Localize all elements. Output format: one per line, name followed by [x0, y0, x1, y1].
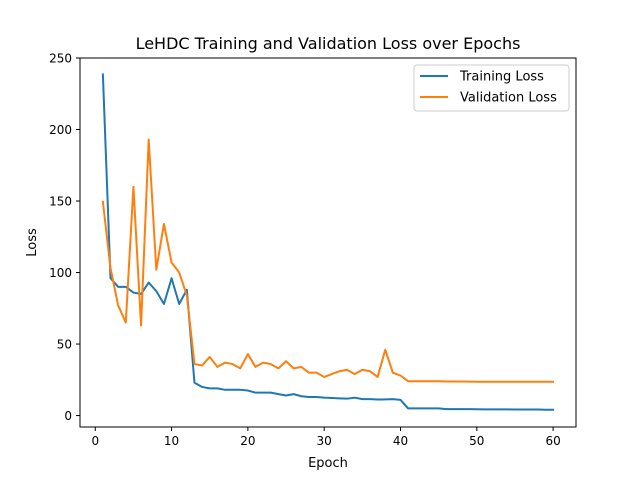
- plot-frame: [79, 57, 577, 428]
- y-axis-label: Loss: [25, 228, 40, 257]
- series-line-validation-loss: [101, 138, 555, 383]
- x-tick-label: 30: [317, 434, 332, 448]
- x-tick-label: 40: [393, 434, 408, 448]
- legend-label-training-loss: Training Loss: [459, 70, 544, 85]
- x-tick-label: 60: [545, 434, 560, 448]
- y-tick-label: 150: [49, 195, 72, 209]
- y-tick-label: 250: [49, 52, 72, 66]
- series-layer: [101, 73, 555, 411]
- x-tick-label: 10: [164, 434, 179, 448]
- y-tick-label: 50: [57, 338, 72, 352]
- series-line-training-loss: [101, 73, 555, 411]
- legend-box: [413, 64, 570, 112]
- legend: Training Loss Validation Loss: [413, 64, 570, 112]
- x-tick-label: 20: [240, 434, 255, 448]
- y-tick-label: 0: [64, 409, 72, 423]
- x-tick-label: 0: [91, 434, 99, 448]
- x-axis-label: Epoch: [308, 456, 348, 471]
- x-tick-label: 50: [469, 434, 484, 448]
- chart-title: LeHDC Training and Validation Loss over …: [136, 34, 521, 53]
- y-tick-label: 100: [49, 266, 72, 280]
- ticks-layer: 0 10 20 30 40 50 60 0 50 100 150 200 250: [49, 52, 561, 449]
- legend-label-validation-loss: Validation Loss: [460, 91, 557, 106]
- y-tick-label: 200: [49, 123, 72, 137]
